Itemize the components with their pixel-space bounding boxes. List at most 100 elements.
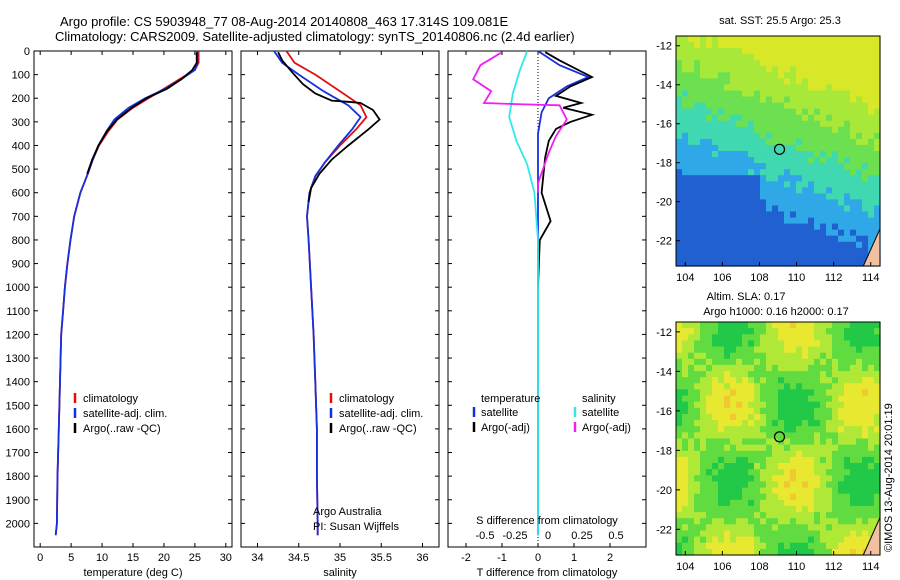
map-cell (814, 340, 821, 348)
map-cell (772, 36, 779, 43)
map-cell (754, 395, 761, 403)
map-cell (766, 450, 773, 458)
y-tick-label: -20 (656, 197, 672, 209)
map-cell (754, 241, 761, 249)
map-cell (784, 157, 791, 164)
map-cell (826, 205, 833, 213)
map-cell (730, 346, 737, 354)
map-cell (700, 241, 707, 249)
map-cell (874, 60, 881, 67)
map-cell (682, 401, 689, 409)
map-cell (694, 383, 701, 390)
map-cell (766, 229, 773, 237)
series-salinity-argo-adj- (472, 51, 568, 193)
map-cell (676, 72, 683, 79)
map-cell (760, 78, 767, 86)
map-cell (748, 247, 755, 255)
map-cell (808, 377, 815, 384)
map-cell (736, 114, 743, 122)
map-cell (718, 72, 725, 79)
map-cell (802, 407, 809, 415)
map-cell (712, 175, 719, 182)
map-cell (868, 450, 875, 458)
map-cell (802, 60, 809, 67)
map-cell (724, 505, 731, 513)
map-cell (694, 175, 701, 182)
map-cell (760, 352, 767, 360)
map-cell (688, 211, 695, 219)
map-cell (808, 469, 815, 476)
map-cell (850, 414, 857, 421)
map-cell (838, 322, 845, 329)
map-cell (676, 259, 683, 267)
map-cell (814, 512, 821, 519)
map-cell (688, 499, 695, 507)
map-cell (802, 108, 809, 116)
map-cell (706, 247, 713, 255)
map-cell (742, 217, 749, 225)
map-cell (736, 253, 743, 261)
map-cell (844, 340, 851, 348)
map-cell (868, 475, 875, 482)
map-cell (754, 481, 761, 489)
map-cell (784, 241, 791, 249)
map-cell (802, 169, 809, 176)
map-cell (814, 181, 821, 188)
map-cell (718, 383, 725, 390)
map-cell (868, 426, 875, 433)
map-cell (706, 96, 713, 104)
sst-map-frame (675, 35, 881, 267)
map-cell (802, 114, 809, 122)
map-cell (832, 241, 839, 249)
map-cell (784, 536, 791, 544)
map-cell (748, 114, 755, 122)
map-cell (688, 247, 695, 255)
map-cell (820, 163, 827, 170)
map-cell (742, 512, 749, 519)
map-cell (832, 542, 839, 550)
map-cell (874, 78, 881, 86)
map-cell (706, 456, 713, 464)
map-cell (736, 420, 743, 427)
map-cell (676, 247, 683, 255)
map-cell (790, 346, 797, 354)
map-cell (700, 512, 707, 519)
map-cell (682, 383, 689, 390)
map-cell (874, 187, 881, 194)
map-cell (790, 371, 797, 378)
map-cell (802, 253, 809, 261)
map-cell (832, 138, 839, 146)
sst-map-title: sat. SST: 25.5 Argo: 25.3 (719, 15, 841, 27)
map-cell (820, 524, 827, 531)
map-cell (742, 84, 749, 92)
map-cell (724, 542, 731, 550)
map-cell (820, 334, 827, 341)
map-cell (766, 475, 773, 482)
map-cell (736, 48, 743, 55)
map-cell (808, 371, 815, 378)
map-cell (832, 358, 839, 366)
map-cell (796, 211, 803, 219)
map-cell (784, 401, 791, 409)
map-cell (700, 217, 707, 225)
map-cell (802, 475, 809, 482)
map-cell (844, 524, 851, 531)
map-cell (694, 536, 701, 544)
sla-map-frame (675, 321, 881, 556)
map-cell (862, 157, 869, 164)
map-cell (838, 432, 845, 440)
map-cell (808, 542, 815, 550)
map-cell (820, 241, 827, 249)
map-cell (736, 120, 743, 128)
map-cell (790, 487, 797, 495)
map-cell (820, 120, 827, 128)
map-cell (682, 163, 689, 170)
map-cell (772, 426, 779, 433)
map-cell (730, 475, 737, 482)
map-cell (850, 132, 857, 140)
map-cell (802, 512, 809, 519)
legend-label: Argo(..raw -QC) (339, 423, 417, 435)
map-cell (850, 90, 857, 98)
map-cell (868, 48, 875, 55)
map-cell (736, 126, 743, 134)
